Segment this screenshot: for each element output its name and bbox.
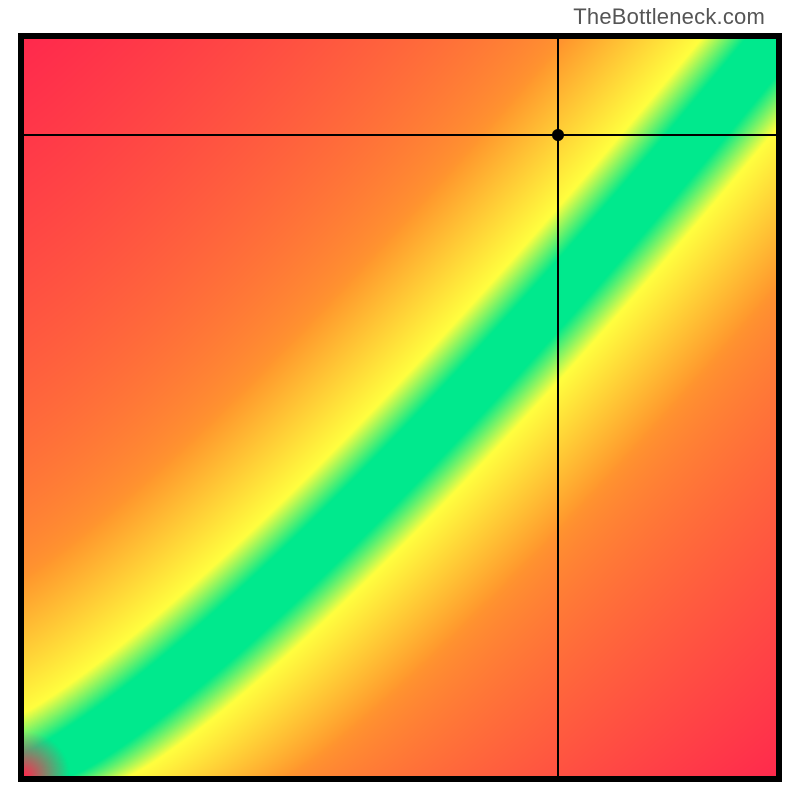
heatmap-area bbox=[24, 39, 776, 776]
crosshair-vertical bbox=[557, 39, 559, 776]
crosshair-marker bbox=[552, 129, 564, 141]
plot-border bbox=[18, 33, 782, 782]
crosshair-horizontal bbox=[24, 134, 776, 136]
watermark-text: TheBottleneck.com bbox=[573, 4, 765, 30]
heatmap-canvas bbox=[24, 39, 776, 776]
